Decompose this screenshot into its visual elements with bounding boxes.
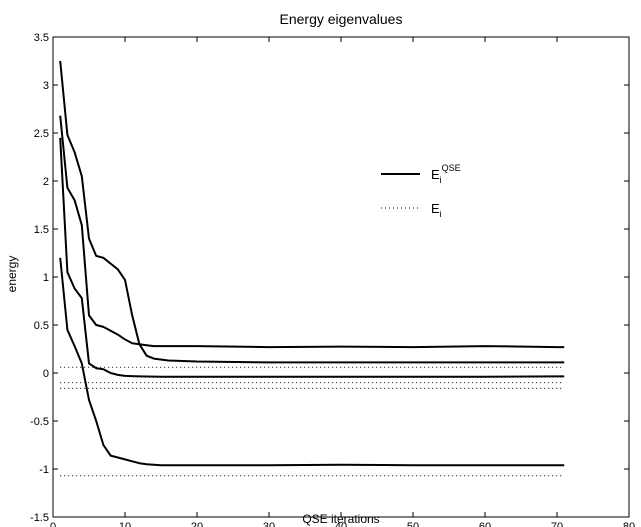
plot-frame [52, 36, 630, 518]
legend: EiQSE Ei [381, 163, 461, 219]
x-tick-label: 50 [407, 521, 419, 527]
x-tick-label: 30 [263, 521, 275, 527]
y-tick-label: 1 [43, 272, 49, 284]
y-tick-label: 0 [43, 368, 49, 380]
x-tick-label: 70 [551, 521, 563, 527]
legend-entry-2: Ei [431, 201, 442, 219]
x-tick-label: 0 [50, 521, 56, 527]
legend-entry-1-sup: QSE [442, 163, 461, 173]
legend-entry-1-sub: i [440, 175, 442, 185]
y-axis-label: energy [5, 256, 19, 293]
y-tick-label: 3.5 [34, 32, 49, 44]
y-tick-label: 2.5 [34, 128, 49, 140]
y-tick-label: -1 [39, 464, 49, 476]
y-tick-label: 0.5 [34, 320, 49, 332]
x-tick-label: 20 [191, 521, 203, 527]
x-tick-label: 10 [119, 521, 131, 527]
qse-eigenvalue-line-3 [59, 137, 565, 378]
legend-entry-1-base: E [431, 167, 440, 182]
chart-title: Energy eigenvalues [280, 11, 403, 27]
y-axis-ticks: -1.5 -1 -0.5 0 0.5 1 1.5 2 2.5 3 3.5 [30, 32, 629, 524]
y-tick-label: 1.5 [34, 224, 49, 236]
y-tick-label: -0.5 [30, 416, 49, 428]
x-tick-label: 60 [479, 521, 491, 527]
legend-entry-2-base: E [431, 201, 440, 216]
x-tick-label: 40 [335, 521, 347, 527]
y-tick-label: 2 [43, 176, 49, 188]
y-tick-label: 3 [43, 80, 49, 92]
y-tick-label: -1.5 [30, 512, 49, 524]
x-axis-label: QSE iterations [302, 512, 379, 526]
qse-eigenvalue-line-2 [59, 115, 565, 364]
x-tick-label: 80 [623, 521, 635, 527]
legend-entry-2-sub: i [440, 209, 442, 219]
qse-eigenvalue-line-4 [59, 257, 565, 467]
legend-entry-1: EiQSE [431, 163, 461, 185]
qse-eigenvalue-line-1 [59, 60, 565, 349]
series-layer [59, 60, 565, 477]
x-axis-ticks: 0 10 20 30 40 50 60 70 80 [50, 37, 635, 527]
